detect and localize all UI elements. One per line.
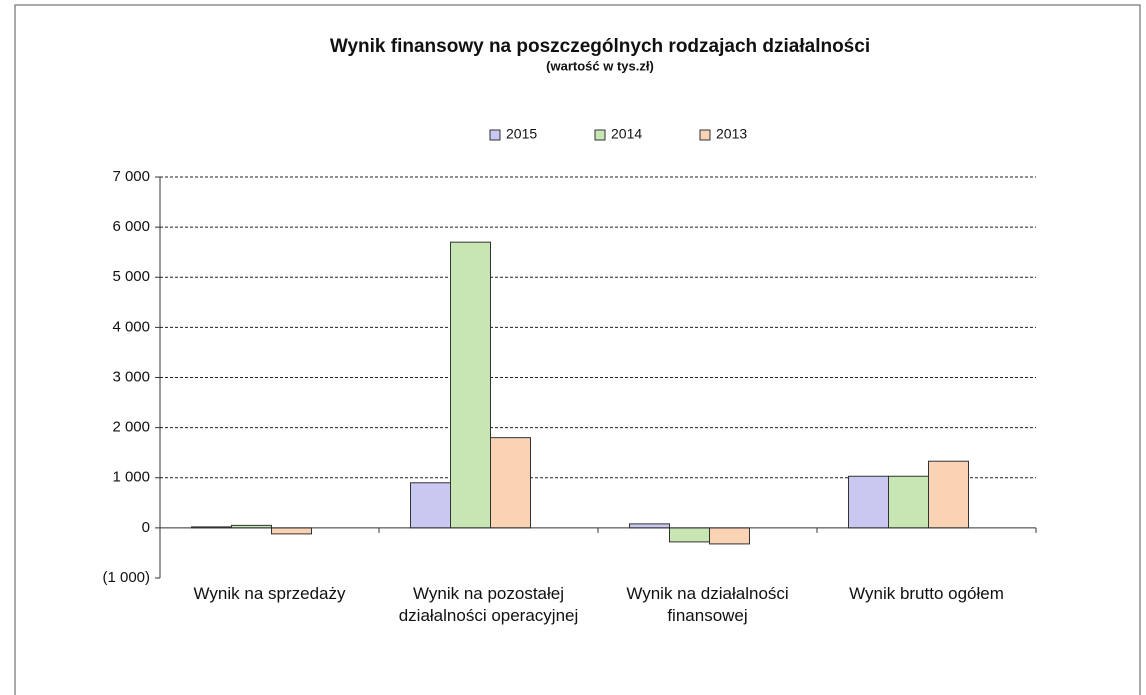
bar [271,527,312,535]
bar [709,527,750,545]
y-tick-label: 0 [142,519,150,536]
bar [848,475,889,529]
bar [490,437,531,529]
legend-swatch [489,129,501,141]
chart-frame [14,4,1141,695]
chart-subtitle: (wartość w tys.zł) [546,58,654,73]
chart-title: Wynik finansowy na poszczególnych rodzaj… [330,36,870,57]
bar [888,475,929,529]
x-label-box: Wynik na działalności finansowej [626,584,789,625]
x-tick-label: Wynik na działalności finansowej [626,584,789,625]
legend-label: 2014 [611,126,642,142]
y-tick-label: 7 000 [112,168,150,185]
y-tick-label: 2 000 [112,419,150,436]
x-tick-label: Wynik na pozostałej działalności operacy… [398,584,579,625]
legend-label: 2015 [506,126,537,142]
y-tick-label: 1 000 [112,469,150,486]
bar [669,527,710,543]
y-tick-label: (1 000) [102,569,150,586]
legend-swatch [594,129,606,141]
x-tick-label: Wynik brutto ogółem [849,584,1004,603]
y-tick-label: 6 000 [112,218,150,235]
x-label-box: Wynik brutto ogółem [849,584,1004,603]
y-tick-label: 4 000 [112,318,150,335]
legend-label: 2013 [716,126,747,142]
y-tick-label: 3 000 [112,368,150,385]
x-tick-label: Wynik na sprzedaży [193,584,346,603]
y-tick-label: 5 000 [112,268,150,285]
legend-swatch [699,129,711,141]
bar [410,482,451,529]
bar [629,523,670,529]
bar [450,241,491,529]
x-label-box: Wynik na sprzedaży [193,584,346,603]
x-label-box: Wynik na pozostałej działalności operacy… [398,584,579,625]
bar [928,460,969,529]
